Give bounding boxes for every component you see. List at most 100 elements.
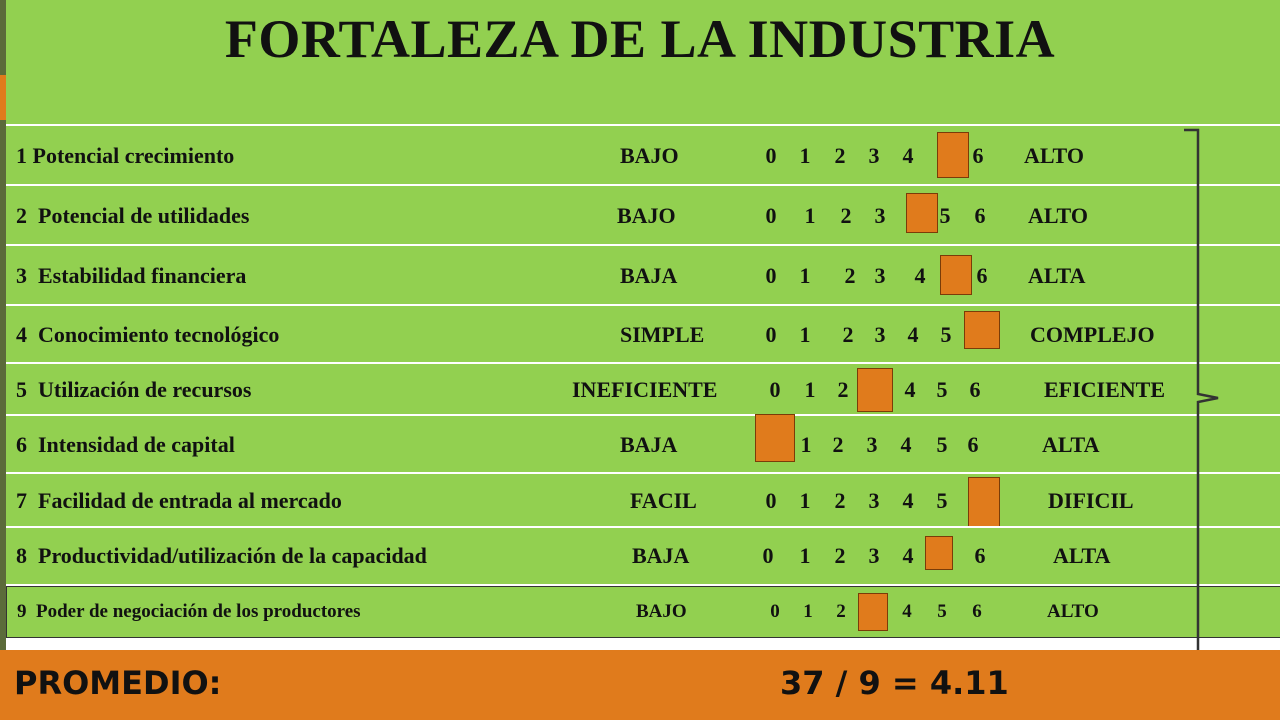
scale-high-label: ALTO: [1028, 203, 1088, 228]
scale-number: 2: [837, 377, 849, 402]
scale-high-label: ALTO: [1047, 601, 1099, 622]
scale-number: 6: [967, 432, 979, 457]
scale-number: 6: [972, 143, 984, 168]
scale-number: 3: [868, 543, 880, 568]
scale-number: 2: [834, 143, 846, 168]
scale-number: 4: [914, 263, 926, 288]
scale-number: 1: [799, 322, 811, 347]
scale-number: 1: [799, 143, 811, 168]
rating-row: 5 Utilización de recursos INEFICIENTE 0 1 2 4…: [6, 362, 1280, 416]
rating-row: 7 Facilidad de entrada al mercado FACIL 0 1…: [6, 472, 1280, 528]
left-orange-accent: [0, 75, 6, 120]
scale-low-label: FACIL: [630, 488, 697, 513]
scale-low-label: SIMPLE: [620, 322, 705, 347]
scale-number: 0: [762, 543, 774, 568]
scale-number: 3: [874, 203, 886, 228]
scale-number: 6: [974, 203, 986, 228]
scale-number: 5: [940, 322, 952, 347]
scale-low-label: INEFICIENTE: [572, 377, 718, 402]
scale-low-label: BAJO: [617, 203, 676, 228]
scale-number: 3: [866, 432, 878, 457]
scale-high-label: DIFICIL: [1048, 488, 1134, 513]
scale-number: 0: [765, 203, 777, 228]
scale-number: 6: [974, 543, 986, 568]
selected-score-marker: [906, 193, 938, 233]
scale-number: 4: [907, 322, 919, 347]
promedio-value: 37 / 9 = 4.11: [780, 664, 1009, 702]
scale-number: 4: [900, 432, 912, 457]
scale-number: 0: [765, 488, 777, 513]
scale-number: 5: [936, 488, 948, 513]
row-label: 2 Potencial de utilidades: [16, 203, 250, 228]
scale-low-label: BAJA: [632, 543, 690, 568]
scale-number: 1: [799, 543, 811, 568]
scale-number: 2: [836, 601, 846, 622]
scale-number: 2: [834, 488, 846, 513]
scale-number: 0: [765, 322, 777, 347]
selected-score-marker: [968, 477, 1000, 527]
scale-number: 3: [868, 143, 880, 168]
scale-number: 1: [803, 601, 813, 622]
scale-number: 2: [832, 432, 844, 457]
scale-number: 4: [904, 377, 916, 402]
scale-number: 2: [842, 322, 854, 347]
scale-number: 5: [936, 377, 948, 402]
row-label: 6 Intensidad de capital: [16, 432, 235, 457]
scale-number: 5: [939, 203, 951, 228]
scale-high-label: ALTA: [1053, 543, 1111, 568]
scale-number: 2: [834, 543, 846, 568]
row-label: 1 Potencial crecimiento: [16, 143, 235, 168]
scale-number: 1: [799, 263, 811, 288]
scale-number: 4: [902, 488, 914, 513]
rating-row: 2 Potencial de utilidades BAJO 0 1 2 3 5 6 ALTO: [6, 184, 1280, 246]
scale-number: 1: [804, 203, 816, 228]
scale-number: 2: [840, 203, 852, 228]
rating-row: 9 Poder de negociación de los productore…: [6, 586, 1280, 638]
scale-number: 1: [804, 377, 816, 402]
scale-number: 4: [902, 601, 912, 622]
row-label: 3 Estabilidad financiera: [16, 263, 247, 288]
promedio-bar: PROMEDIO: 37 / 9 = 4.11: [0, 650, 1280, 720]
scale-number: 0: [770, 601, 780, 622]
rating-row: 8 Productividad/utilización de la capaci…: [6, 526, 1280, 584]
selected-score-marker: [755, 414, 795, 462]
title-band: [6, 0, 1280, 124]
scale-number: 6: [969, 377, 981, 402]
promedio-label: PROMEDIO:: [14, 664, 222, 702]
scale-high-label: COMPLEJO: [1030, 322, 1155, 347]
scale-high-label: ALTA: [1042, 432, 1100, 457]
right-brace-icon: [1184, 128, 1219, 662]
scale-number: 5: [937, 601, 947, 622]
row-label: 5 Utilización de recursos: [16, 377, 252, 402]
scale-number: 6: [976, 263, 988, 288]
scale-number: 3: [874, 263, 886, 288]
scale-number: 0: [769, 377, 781, 402]
selected-score-marker: [940, 255, 972, 295]
selected-score-marker: [858, 593, 888, 631]
rating-row: 4 Conocimiento tecnológico SIMPLE 0 1 2 3 4 5 CO…: [6, 304, 1280, 364]
scale-high-label: ALTO: [1024, 143, 1084, 168]
scale-number: 1: [799, 488, 811, 513]
scale-number: 0: [765, 143, 777, 168]
scale-number: 2: [844, 263, 856, 288]
page-title: FORTALEZA DE LA INDUSTRIA: [224, 9, 1056, 69]
rating-row: 6 Intensidad de capital BAJA 1 2 3 4 5 6 ALTA: [6, 414, 1280, 474]
scale-low-label: BAJA: [620, 432, 678, 457]
rating-row: 1 Potencial crecimiento BAJO 0 1 2 3 4 6 ALTO: [6, 124, 1280, 186]
scale-number: 3: [868, 488, 880, 513]
scale-number: 4: [902, 143, 914, 168]
scale-high-label: ALTA: [1028, 263, 1086, 288]
row-label: 4 Conocimiento tecnológico: [16, 322, 280, 347]
left-accent-strip: [0, 0, 6, 650]
scale-number: 3: [874, 322, 886, 347]
selected-score-marker: [937, 132, 969, 178]
scale-low-label: BAJA: [620, 263, 678, 288]
scale-low-label: BAJO: [636, 601, 687, 622]
scale-number: 4: [902, 543, 914, 568]
selected-score-marker: [857, 368, 893, 412]
scale-number: 0: [765, 263, 777, 288]
rating-row: 3 Estabilidad financiera BAJA 0 1 2 3 4 6 ALTA: [6, 244, 1280, 306]
row-label: 8 Productividad/utilización de la capaci…: [16, 543, 427, 568]
row-label: 7 Facilidad de entrada al mercado: [16, 488, 342, 513]
scale-low-label: BAJO: [620, 143, 679, 168]
